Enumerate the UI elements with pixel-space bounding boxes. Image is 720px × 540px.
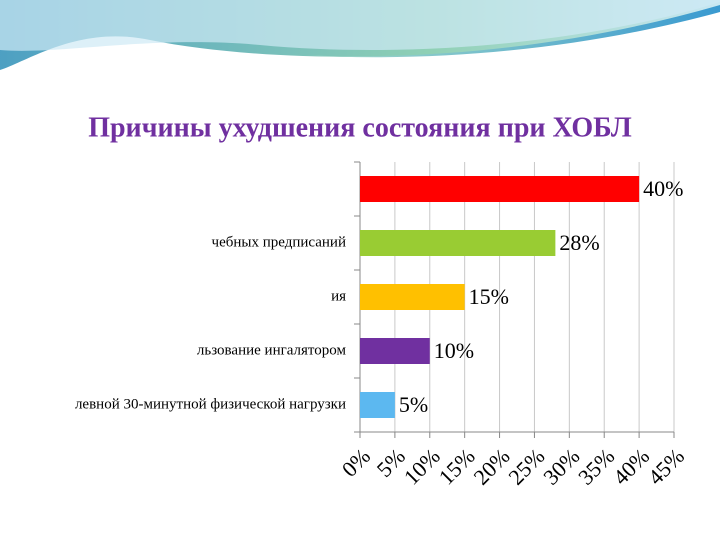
bar — [360, 338, 430, 364]
chart-title: Причины ухудшения состояния при ХОБЛ — [88, 112, 632, 143]
x-tick-label: 45% — [643, 443, 689, 489]
y-tick-label: чебных предписаний — [212, 234, 346, 250]
value-label: 40% — [643, 176, 683, 201]
bar — [360, 392, 395, 418]
decoration — [0, 0, 720, 70]
bar — [360, 284, 465, 310]
value-label: 10% — [434, 338, 474, 363]
value-label: 28% — [559, 230, 599, 255]
y-tick-label: льзование ингалятором — [197, 342, 347, 358]
x-tick-label: 0% — [337, 443, 375, 481]
value-label: 5% — [399, 392, 428, 417]
y-tick-label: ия — [331, 288, 346, 304]
value-label: 15% — [469, 284, 509, 309]
y-tick-label: левной 30-минутной физической нагрузки — [75, 396, 346, 412]
bar — [360, 230, 556, 256]
bar — [360, 176, 640, 202]
